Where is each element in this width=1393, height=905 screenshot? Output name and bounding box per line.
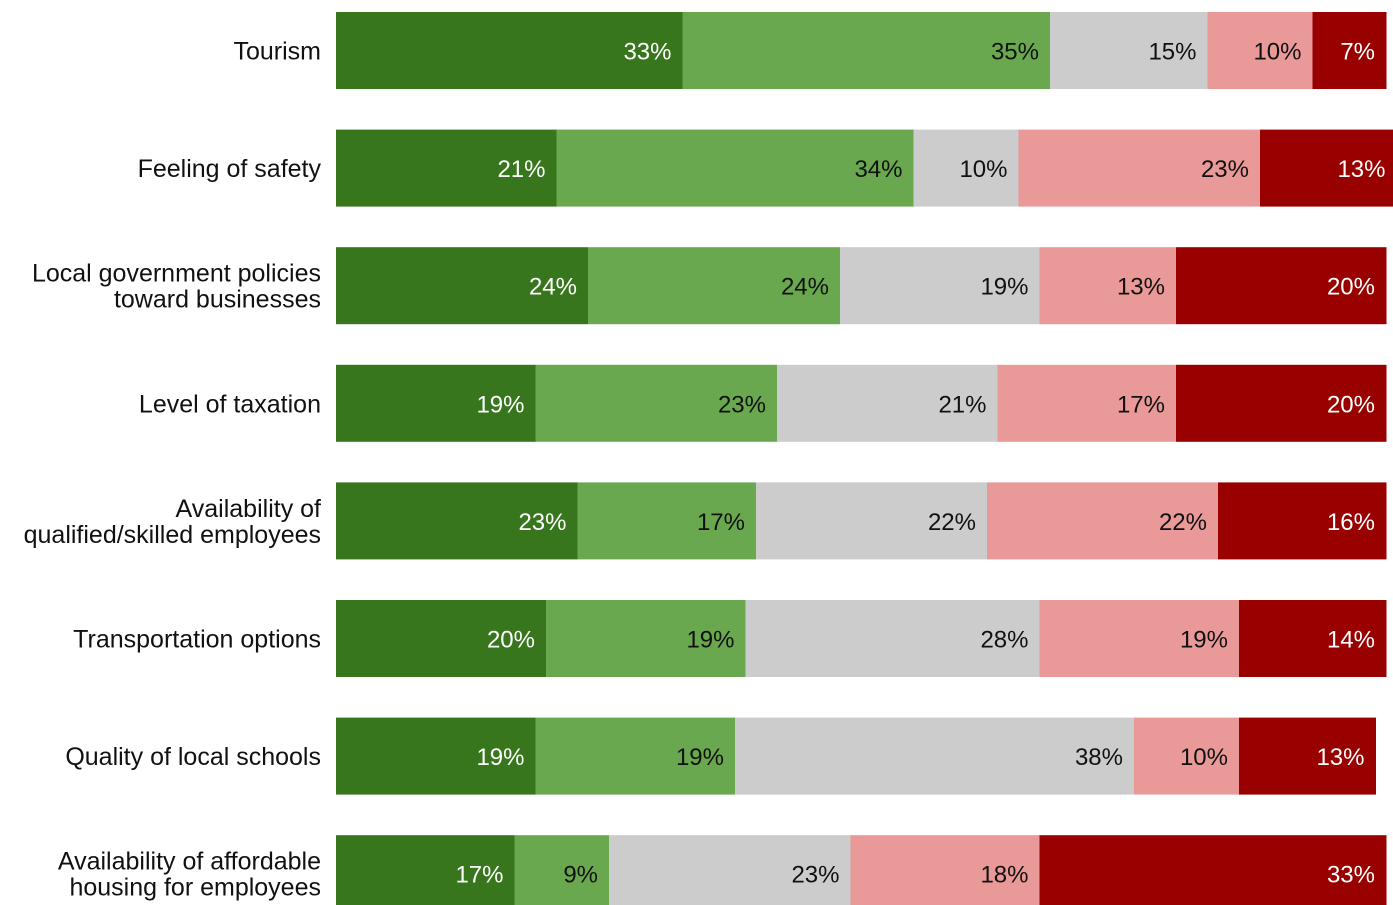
bar-segment [1260, 129, 1393, 207]
data-label: 17% [697, 509, 745, 536]
bar-segment [546, 600, 746, 677]
bar-segment [850, 835, 1040, 905]
bar-segment [735, 717, 1135, 795]
data-label: 19% [686, 627, 734, 654]
data-label: 22% [1159, 509, 1207, 536]
data-label: 23% [1201, 156, 1249, 183]
bar-segment [777, 364, 998, 442]
bar-segment [1018, 129, 1261, 207]
category-label: Tourism [233, 38, 321, 66]
category-label: Quality of local schools [65, 743, 321, 771]
data-label: 19% [676, 744, 724, 771]
bar-segment [987, 482, 1219, 560]
category-label: Local government policies toward business… [32, 260, 321, 314]
bars [336, 12, 1393, 905]
category-label: Transportation options [73, 626, 321, 654]
data-label: 13% [1337, 156, 1385, 183]
data-label: 24% [529, 274, 577, 301]
data-label: 7% [1340, 39, 1375, 66]
bar-segment [997, 364, 1177, 442]
bar-segment [745, 600, 1040, 677]
bar-segment [336, 835, 515, 905]
data-label: 34% [854, 156, 902, 183]
data-label: 20% [487, 627, 535, 654]
data-label: 13% [1117, 274, 1165, 301]
category-label: Level of taxation [139, 390, 321, 418]
bar-segment [1050, 12, 1208, 89]
data-label: 15% [1148, 39, 1196, 66]
bar-segment [336, 364, 536, 442]
bar-segment [682, 12, 1051, 89]
bar-segment [588, 247, 841, 325]
data-label: 13% [1316, 744, 1364, 771]
data-label: 10% [1253, 39, 1301, 66]
bar-segment [1039, 600, 1240, 677]
data-label: 18% [980, 862, 1028, 889]
data-label: 21% [938, 391, 986, 418]
bar-segment [577, 482, 757, 560]
data-label: 33% [623, 39, 671, 66]
data-label: 19% [476, 744, 524, 771]
data-labels: 33% 35% 15% 10% 7% 21% 34% 10% 23% 13% 24% 24% 19% 13… [455, 39, 1385, 889]
bar-segment [1239, 600, 1387, 677]
data-label: 19% [1180, 627, 1228, 654]
category-label: Availability of affordable housing for em… [58, 848, 321, 902]
data-label: 9% [563, 862, 598, 889]
data-label: 23% [518, 509, 566, 536]
bar-segment [556, 129, 914, 207]
data-label: 16% [1327, 509, 1375, 536]
bar-segment [535, 364, 778, 442]
data-label: 22% [928, 509, 976, 536]
bar-segment [336, 717, 536, 795]
data-label: 24% [781, 274, 829, 301]
bar-segment [1176, 247, 1387, 325]
data-label: 33% [1327, 862, 1375, 889]
data-label: 19% [476, 391, 524, 418]
data-label: 28% [980, 627, 1028, 654]
bar-segment [1218, 482, 1387, 560]
data-label: 35% [991, 39, 1039, 66]
bar-segment [1176, 364, 1387, 442]
bar-segment [336, 247, 589, 325]
bar-segment [336, 482, 578, 560]
bar-segment [1239, 717, 1376, 795]
bar-segment [514, 835, 610, 905]
bar-segment [609, 835, 851, 905]
data-label: 21% [497, 156, 545, 183]
data-label: 20% [1327, 391, 1375, 418]
data-label: 10% [1180, 744, 1228, 771]
category-label: Feeling of safety [138, 155, 322, 183]
bar-segment [336, 600, 547, 677]
data-label: 38% [1075, 744, 1123, 771]
bar-segment [1039, 247, 1177, 325]
bar-segment [840, 247, 1040, 325]
bar-segment [756, 482, 988, 560]
bar-segment [336, 12, 683, 89]
category-label: Availability of qualified/skilled employe… [24, 495, 321, 549]
bar-segment [1207, 12, 1313, 89]
bar-segment [336, 129, 557, 207]
data-label: 17% [455, 862, 503, 889]
data-label: 10% [959, 156, 1007, 183]
data-label: 23% [791, 862, 839, 889]
bar-segment [1039, 835, 1387, 905]
data-label: 17% [1117, 391, 1165, 418]
data-label: 14% [1327, 627, 1375, 654]
category-labels: Tourism Feeling of safety Local government… [24, 38, 322, 902]
data-label: 19% [980, 274, 1028, 301]
data-label: 20% [1327, 274, 1375, 301]
bar-segment [913, 129, 1019, 207]
data-label: 23% [718, 391, 766, 418]
bar-segment [1134, 717, 1240, 795]
bar-segment [535, 717, 736, 795]
bar-segment [1312, 12, 1387, 89]
